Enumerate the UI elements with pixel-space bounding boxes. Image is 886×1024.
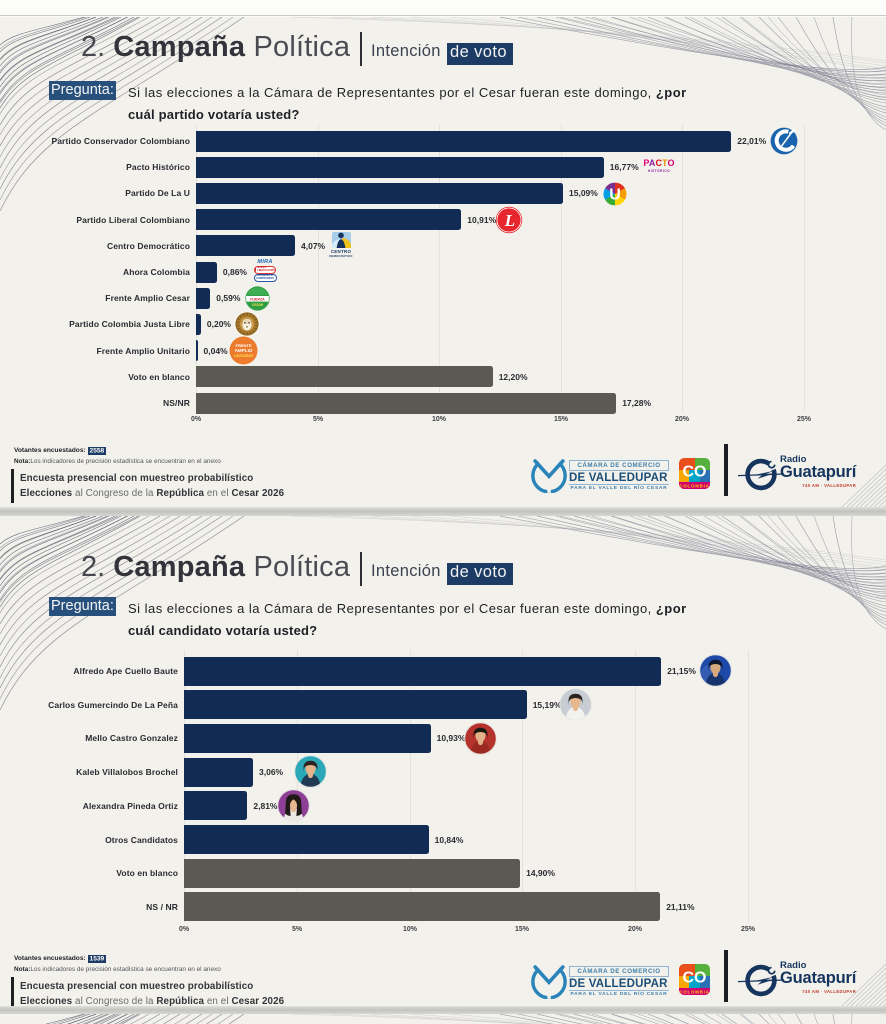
svg-text:U: U	[609, 187, 621, 204]
svg-text:FUERZA: FUERZA	[250, 297, 265, 301]
svg-text:CESAR: CESAR	[252, 303, 264, 307]
svg-text:COLOMBIA: COLOMBIA	[679, 484, 709, 489]
svg-text:COLOMBIA: COLOMBIA	[679, 990, 709, 995]
svg-text:CO: CO	[683, 464, 707, 481]
svg-text:UNITARIO: UNITARIO	[234, 353, 253, 358]
svg-text:CO: CO	[683, 970, 707, 987]
svg-text:FRENTE: FRENTE	[236, 343, 252, 348]
svg-text:AMPLIO: AMPLIO	[235, 348, 253, 353]
svg-text:L: L	[504, 211, 515, 230]
